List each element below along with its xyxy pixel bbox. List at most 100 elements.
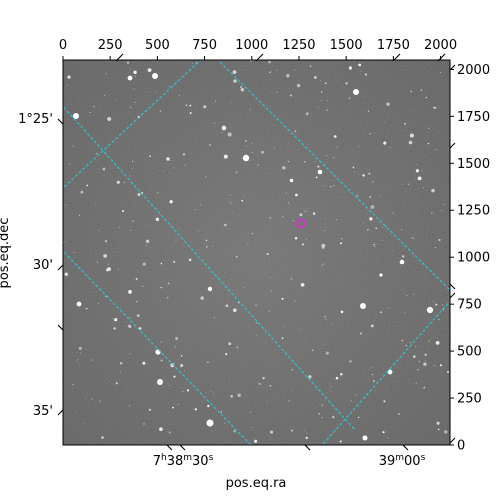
star	[409, 133, 414, 138]
star	[428, 340, 430, 342]
star	[169, 200, 173, 204]
star	[440, 71, 442, 73]
dec-tick-label: 1°25'	[18, 112, 53, 127]
star	[269, 217, 272, 219]
star	[180, 355, 183, 357]
star	[419, 361, 420, 362]
star	[368, 172, 371, 175]
star	[235, 255, 238, 258]
star	[360, 332, 362, 335]
y-tick-label: 250	[457, 392, 482, 407]
star	[132, 220, 134, 222]
star	[372, 181, 374, 183]
star	[408, 183, 410, 185]
star	[72, 145, 74, 147]
star	[148, 408, 152, 412]
star	[230, 102, 232, 104]
star	[374, 132, 375, 134]
star	[118, 226, 120, 228]
star	[287, 160, 290, 163]
star	[290, 429, 293, 432]
star	[197, 231, 199, 233]
world-tick	[402, 444, 409, 451]
y-axis-right: 0 250 500 750 1000 1250 1500 1750 2000	[450, 63, 490, 454]
star	[179, 363, 184, 368]
dec-tick-labels: 1°25' 30' 35'	[18, 112, 53, 419]
star	[109, 381, 110, 382]
star	[370, 205, 375, 209]
star	[435, 303, 438, 306]
ra-tick-label: 7h38m30s	[153, 453, 214, 469]
star	[423, 187, 424, 189]
star	[99, 400, 101, 402]
x-tick-label: 2000	[424, 38, 457, 53]
star	[195, 208, 197, 210]
star	[127, 75, 133, 81]
star	[282, 165, 286, 170]
star	[324, 229, 326, 231]
star	[312, 212, 316, 215]
star	[101, 436, 104, 439]
star	[203, 105, 207, 109]
star	[268, 310, 270, 312]
star	[424, 353, 427, 356]
star	[115, 317, 117, 319]
star	[155, 217, 160, 222]
star	[255, 322, 258, 324]
star	[84, 423, 86, 425]
star	[356, 194, 359, 197]
star	[227, 132, 232, 137]
star	[402, 255, 405, 258]
star	[325, 218, 327, 219]
star	[160, 286, 162, 289]
star	[425, 96, 427, 99]
star	[320, 80, 322, 81]
star	[221, 131, 223, 133]
star	[200, 296, 204, 300]
star	[270, 277, 271, 278]
star	[273, 148, 275, 149]
star	[213, 122, 215, 124]
world-tick	[437, 53, 446, 62]
star	[306, 238, 308, 240]
star	[335, 376, 339, 380]
star	[382, 431, 385, 434]
star	[364, 73, 367, 76]
star	[142, 361, 146, 365]
star	[325, 351, 329, 355]
star	[129, 353, 131, 355]
star	[230, 395, 233, 398]
star	[333, 135, 337, 138]
star	[175, 239, 177, 241]
star	[330, 386, 332, 388]
star	[269, 71, 271, 73]
star	[185, 104, 188, 106]
y-tick-label: 1750	[457, 110, 490, 125]
star	[77, 359, 79, 360]
star	[435, 246, 437, 248]
star	[320, 100, 322, 102]
star	[447, 371, 449, 373]
star	[116, 180, 120, 184]
star	[383, 400, 386, 403]
star	[401, 340, 403, 342]
y-tick-label: 750	[457, 298, 482, 313]
star	[281, 297, 284, 300]
star	[232, 308, 237, 313]
star	[289, 178, 294, 183]
star	[387, 307, 389, 309]
star	[339, 242, 343, 245]
star	[423, 386, 426, 389]
star	[258, 382, 261, 385]
star	[177, 403, 179, 405]
world-tick	[57, 118, 64, 125]
star	[226, 224, 228, 225]
star	[339, 440, 342, 443]
star	[76, 301, 82, 307]
star	[64, 204, 66, 206]
star	[89, 112, 91, 113]
x-tick-label: 1000	[235, 38, 268, 53]
star	[286, 73, 290, 78]
star	[142, 262, 146, 266]
